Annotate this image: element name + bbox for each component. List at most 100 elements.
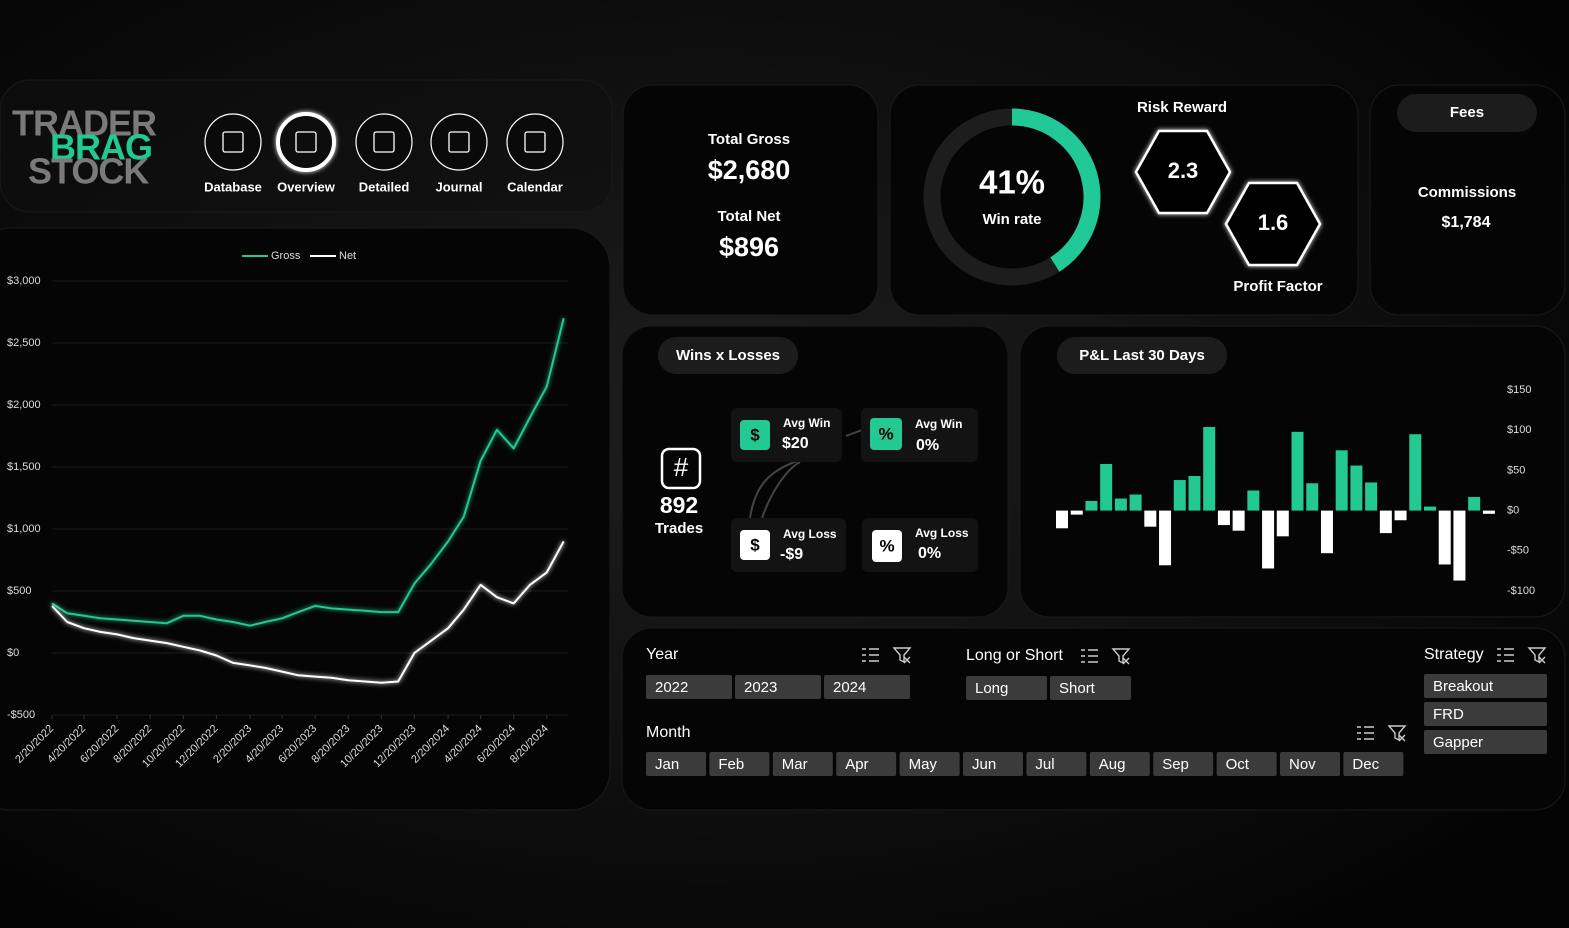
panel-title: Wins x Losses bbox=[676, 347, 780, 364]
icon-box bbox=[740, 420, 770, 450]
select-all-icon[interactable] bbox=[1357, 726, 1374, 740]
clear-filter-icon[interactable] bbox=[1387, 725, 1407, 742]
stat-value: 0% bbox=[918, 545, 941, 562]
bar bbox=[1468, 496, 1481, 511]
filter-button[interactable] bbox=[1026, 752, 1087, 776]
nav-button[interactable] bbox=[506, 113, 564, 171]
bar bbox=[1100, 463, 1113, 511]
bar bbox=[1379, 510, 1392, 534]
filter-option[interactable]: FRD bbox=[1433, 706, 1464, 723]
logo: TRADER BRAG STOCK bbox=[12, 103, 158, 192]
filter-button[interactable] bbox=[824, 675, 910, 699]
bar bbox=[1203, 426, 1216, 511]
legend-label: Gross bbox=[271, 250, 301, 262]
filter-button[interactable] bbox=[1280, 752, 1340, 776]
bar bbox=[1276, 510, 1289, 537]
filter-option[interactable]: Jul bbox=[1035, 756, 1054, 773]
filter-option[interactable]: Jun bbox=[972, 756, 996, 773]
kpi-label: Total Net bbox=[717, 208, 780, 225]
filter-button[interactable] bbox=[899, 752, 960, 776]
filter-option[interactable]: Dec bbox=[1352, 756, 1379, 773]
filter-label: Long or Short bbox=[966, 647, 1064, 664]
filter-option[interactable]: Breakout bbox=[1433, 678, 1494, 695]
select-all-icon[interactable] bbox=[1081, 649, 1098, 663]
nav-label[interactable]: Overview bbox=[277, 179, 336, 194]
y-tick-label: $0 bbox=[1507, 505, 1519, 517]
icon-box bbox=[872, 530, 902, 562]
filter-option[interactable]: Feb bbox=[718, 756, 744, 773]
bar bbox=[1306, 483, 1319, 511]
nav-label[interactable]: Database bbox=[204, 179, 262, 194]
select-all-icon[interactable] bbox=[862, 648, 879, 662]
nav: Database Overview Detailed Journal Calendar bbox=[204, 112, 564, 194]
filter-button[interactable] bbox=[772, 752, 833, 776]
logo-line: BRAG bbox=[50, 127, 152, 168]
y-tick-label: $0 bbox=[7, 647, 19, 659]
nav-icon bbox=[295, 131, 317, 153]
clear-filter-icon[interactable] bbox=[892, 647, 912, 664]
filter-option[interactable]: Jan bbox=[655, 756, 679, 773]
kpi-value: $2,680 bbox=[708, 155, 791, 185]
filter-label: Month bbox=[646, 724, 690, 741]
filter-option[interactable]: Nov bbox=[1289, 756, 1316, 773]
filter-button[interactable] bbox=[1424, 702, 1547, 726]
nav-button[interactable] bbox=[430, 113, 488, 171]
filter-option[interactable]: Aug bbox=[1099, 756, 1126, 773]
icon-box bbox=[870, 418, 902, 450]
filter-button[interactable] bbox=[1424, 730, 1547, 754]
nav-label[interactable]: Journal bbox=[436, 179, 483, 194]
filter-button[interactable] bbox=[1216, 752, 1277, 776]
filter-button[interactable] bbox=[1050, 676, 1131, 700]
filter-option[interactable]: Apr bbox=[845, 756, 868, 773]
filter-button[interactable] bbox=[1153, 752, 1214, 776]
filter-button[interactable] bbox=[963, 752, 1023, 776]
stat-value: $20 bbox=[782, 435, 809, 452]
filter-option[interactable]: Oct bbox=[1226, 756, 1250, 773]
nav-button[interactable] bbox=[276, 112, 336, 172]
filter-option[interactable]: Mar bbox=[782, 756, 808, 773]
pill bbox=[658, 337, 798, 374]
filter-button[interactable] bbox=[1343, 752, 1404, 776]
y-tick-label: $2,500 bbox=[7, 337, 41, 349]
filter-button[interactable] bbox=[709, 752, 770, 776]
filter-option[interactable]: Sep bbox=[1162, 756, 1189, 773]
hexagon bbox=[1134, 129, 1232, 215]
clear-filter-icon[interactable] bbox=[1111, 648, 1131, 665]
filter-button[interactable] bbox=[646, 675, 732, 699]
filter-option[interactable]: Gapper bbox=[1433, 734, 1483, 751]
kpi-label: Total Gross bbox=[708, 131, 790, 148]
filter-option[interactable]: 2024 bbox=[833, 679, 866, 696]
filter-option[interactable]: Short bbox=[1059, 680, 1096, 697]
filter-label: Strategy bbox=[1424, 646, 1484, 663]
y-tick-label: $100 bbox=[1507, 424, 1531, 436]
icon-glyph: $ bbox=[750, 425, 760, 444]
bar bbox=[1129, 494, 1142, 511]
line-chart-panel bbox=[0, 227, 611, 811]
select-all-icon[interactable] bbox=[1497, 648, 1514, 662]
y-tick-label: $1,500 bbox=[7, 461, 41, 473]
filter-button[interactable] bbox=[646, 752, 706, 776]
nav-button[interactable] bbox=[204, 113, 262, 171]
filter-button[interactable] bbox=[1089, 752, 1150, 776]
nav-label[interactable]: Calendar bbox=[507, 179, 563, 194]
bar bbox=[1335, 450, 1348, 511]
filter-button[interactable] bbox=[1424, 674, 1547, 698]
kpi-value: 892 bbox=[660, 492, 698, 518]
bar bbox=[1144, 510, 1157, 527]
clear-filter-icon[interactable] bbox=[1527, 647, 1547, 664]
filter-option[interactable]: May bbox=[909, 756, 938, 773]
filter-button[interactable] bbox=[836, 752, 897, 776]
nav-button[interactable] bbox=[355, 113, 413, 171]
filter-button[interactable] bbox=[966, 676, 1047, 700]
filter-option[interactable]: 2023 bbox=[744, 679, 777, 696]
filter-option[interactable]: Long bbox=[975, 680, 1008, 697]
bar bbox=[1173, 480, 1186, 511]
bar bbox=[1482, 510, 1495, 514]
filter-button[interactable] bbox=[735, 675, 821, 699]
y-tick-label: $500 bbox=[7, 585, 31, 597]
filter-option[interactable]: 2022 bbox=[655, 679, 688, 696]
panel-title: P&L Last 30 Days bbox=[1079, 347, 1205, 364]
nav-icon bbox=[524, 131, 546, 153]
nav-label[interactable]: Detailed bbox=[359, 179, 410, 194]
